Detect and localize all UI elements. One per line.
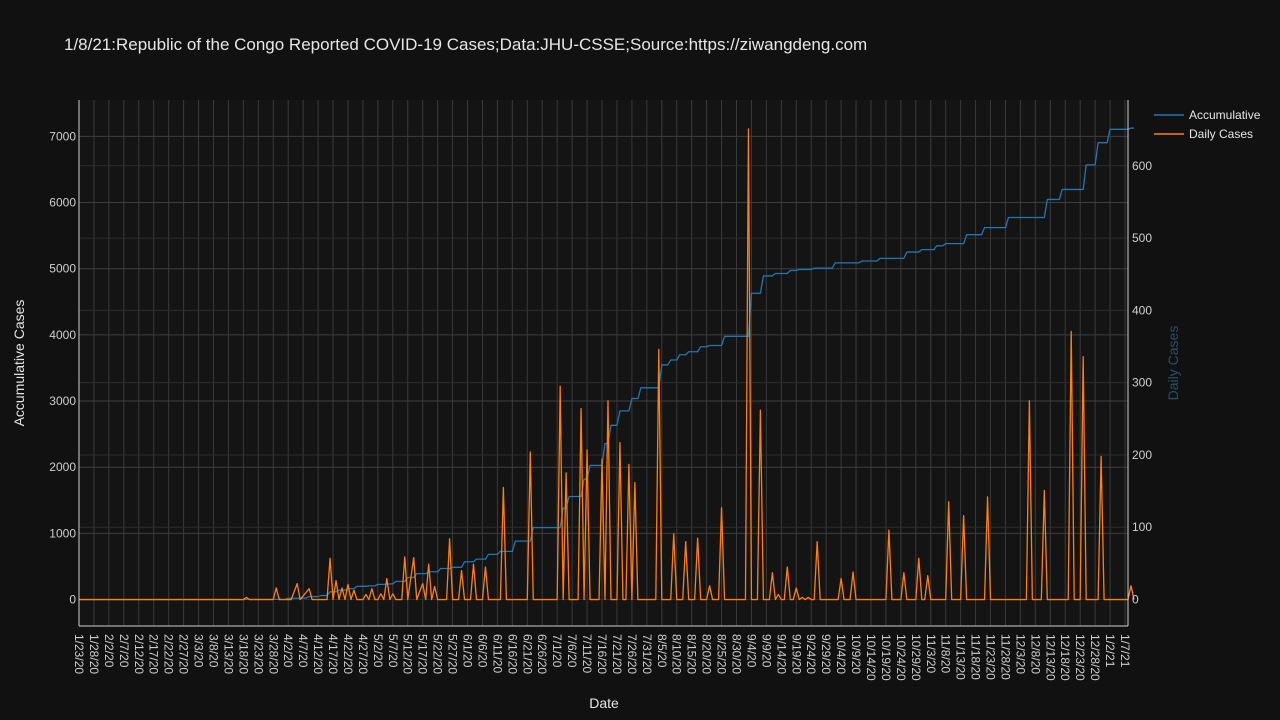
x-tick-label: 8/10/20: [670, 634, 684, 674]
x-tick-label: 12/18/20: [1058, 634, 1072, 681]
chart-title: 1/8/21:Republic of the Congo Reported CO…: [64, 35, 867, 54]
y-tick-label: 7000: [49, 129, 76, 143]
x-tick-label: 9/9/20: [759, 634, 773, 668]
y-tick-label: 6000: [49, 196, 76, 210]
x-tick-label: 8/30/20: [729, 634, 743, 674]
x-tick-label: 6/6/20: [475, 634, 489, 668]
x-tick-label: 2/2/20: [102, 634, 116, 668]
grid: [78, 100, 1128, 626]
x-tick-label: 7/6/20: [565, 634, 579, 668]
y-axis-label: Accumulative Cases: [11, 300, 27, 427]
x-tick-label: 7/1/20: [550, 634, 564, 668]
x-tick-label: 11/8/20: [939, 634, 953, 673]
x-tick-label: 6/16/20: [505, 634, 519, 674]
x-tick-label: 12/13/20: [1043, 634, 1057, 681]
y2-axis-label: Daily Cases: [1165, 326, 1181, 401]
y2-tick-label: 100: [1132, 520, 1152, 534]
x-tick-label: 12/23/20: [1073, 634, 1087, 681]
x-tick-label: 12/28/20: [1088, 634, 1102, 681]
y-tick-label: 4000: [49, 328, 76, 342]
x-tick-label: 7/21/20: [610, 634, 624, 674]
y2-tick-label: 300: [1132, 376, 1152, 390]
legend-label-daily-cases[interactable]: Daily Cases: [1189, 127, 1253, 141]
x-tick-label: 6/11/20: [490, 634, 504, 673]
x-tick-label: 6/21/20: [520, 634, 534, 674]
x-tick-label: 12/8/20: [1028, 634, 1042, 674]
y-tick-label: 1000: [49, 526, 76, 540]
x-tick-label: 8/25/20: [715, 634, 729, 674]
x-tick-label: 11/18/20: [969, 634, 983, 680]
x-tick-label: 5/17/20: [416, 634, 430, 674]
x-tick-label: 1/23/20: [72, 634, 86, 674]
x-tick-label: 3/23/20: [251, 634, 265, 674]
x-tick-label: 10/4/20: [834, 634, 848, 674]
y2-tick-label: 600: [1132, 159, 1152, 173]
axes: 1/23/20 1/28/20 2/2/20 2/7/20 2/12/20 2/17/20…: [49, 100, 1152, 681]
x-tick-label: 1/28/20: [87, 634, 101, 674]
x-tick-label: 9/4/20: [744, 634, 758, 668]
x-tick-label: 11/3/20: [924, 634, 938, 673]
series-layer: [79, 127, 1135, 601]
y2-tick-label: 200: [1132, 448, 1152, 462]
x-tick-label: 3/28/20: [266, 634, 280, 674]
x-tick-label: 7/11/20: [580, 634, 594, 673]
x-tick-label: 8/5/20: [655, 634, 669, 668]
y-tick-label: 2000: [49, 460, 76, 474]
x-tick-label: 1/2/21: [1103, 634, 1117, 668]
x-tick-label: 4/27/20: [356, 634, 370, 674]
x-tick-label: 11/28/20: [998, 634, 1012, 680]
x-tick-label: 9/29/20: [819, 634, 833, 674]
x-tick-label: 10/14/20: [864, 634, 878, 681]
y2-tick-label: 0: [1132, 593, 1139, 607]
x-tick-label: 2/7/20: [117, 634, 131, 668]
y-tick-label: 3000: [49, 394, 76, 408]
x-tick-label: 5/2/20: [371, 634, 385, 668]
x-tick-label: 5/22/20: [431, 634, 445, 674]
x-tick-label: 7/26/20: [625, 634, 639, 674]
x-tick-label: 3/3/20: [192, 634, 206, 668]
x-tick-label: 11/13/20: [954, 634, 968, 680]
x-tick-label: 9/24/20: [804, 634, 818, 674]
series-line-accumulative: [79, 127, 1134, 601]
x-tick-label: 9/14/20: [774, 634, 788, 674]
x-tick-label: 6/26/20: [535, 634, 549, 674]
x-tick-label: 10/29/20: [909, 634, 923, 681]
x-tick-label: 10/24/20: [894, 634, 908, 681]
x-tick-label: 9/19/20: [789, 634, 803, 674]
x-tick-label: 7/16/20: [595, 634, 609, 674]
x-tick-label: 1/7/21: [1118, 634, 1132, 668]
legend: Accumulative Daily Cases: [1154, 108, 1261, 141]
x-tick-label: 6/1/20: [461, 634, 475, 668]
y2-tick-label: 400: [1132, 303, 1152, 317]
x-axis-label: Date: [589, 695, 619, 711]
x-tick-label: 12/3/20: [1013, 634, 1027, 674]
x-tick-label: 3/13/20: [221, 634, 235, 674]
x-tick-label: 4/2/20: [281, 634, 295, 668]
y-tick-label: 5000: [49, 262, 76, 276]
x-tick-label: 2/17/20: [147, 634, 161, 674]
legend-label-accumulative[interactable]: Accumulative: [1189, 108, 1261, 122]
x-tick-label: 3/18/20: [236, 634, 250, 674]
x-tick-label: 4/22/20: [341, 634, 355, 674]
y2-tick-label: 500: [1132, 231, 1152, 245]
y-tick-label: 0: [69, 593, 76, 607]
x-tick-label: 4/17/20: [326, 634, 340, 674]
x-tick-label: 10/19/20: [879, 634, 893, 681]
x-tick-label: 8/15/20: [685, 634, 699, 674]
x-tick-label: 10/9/20: [849, 634, 863, 674]
x-tick-label: 3/8/20: [206, 634, 220, 668]
x-tick-label: 2/22/20: [162, 634, 176, 674]
x-tick-label: 5/12/20: [401, 634, 415, 674]
x-tick-label: 7/31/20: [640, 634, 654, 674]
x-tick-label: 2/27/20: [177, 634, 191, 674]
x-tick-label: 8/20/20: [700, 634, 714, 674]
x-tick-label: 4/12/20: [311, 634, 325, 674]
x-tick-label: 4/7/20: [296, 634, 310, 668]
x-tick-label: 5/27/20: [446, 634, 460, 674]
x-tick-label: 11/23/20: [984, 634, 998, 680]
series-line-daily-cases: [79, 128, 1135, 601]
x-tick-label: 2/12/20: [132, 634, 146, 674]
x-tick-label: 5/7/20: [386, 634, 400, 668]
